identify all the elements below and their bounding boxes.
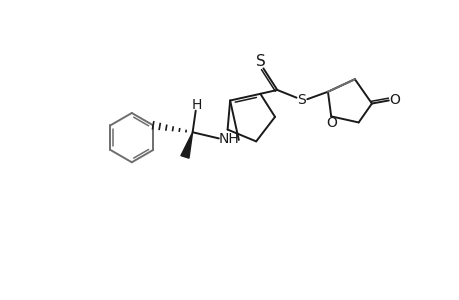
Text: O: O bbox=[325, 116, 336, 130]
Polygon shape bbox=[180, 132, 192, 158]
Text: H: H bbox=[191, 98, 201, 112]
Text: NH: NH bbox=[218, 132, 239, 146]
Text: O: O bbox=[389, 93, 400, 107]
Text: S: S bbox=[297, 93, 306, 107]
Text: S: S bbox=[256, 54, 265, 69]
